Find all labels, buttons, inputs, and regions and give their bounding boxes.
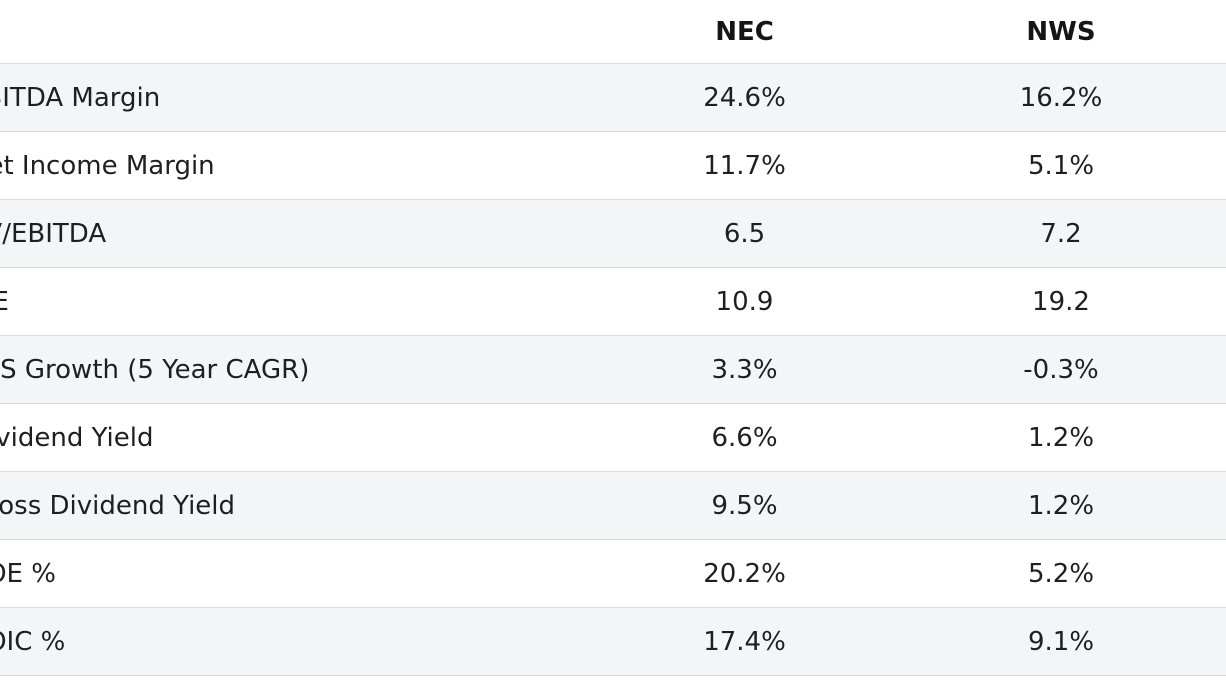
nws-value-cell: 19.2: [989, 267, 1226, 336]
table-row: Gross Dividend Yield 9.5% 1.2%: [0, 471, 1226, 540]
metric-label: ROIC %: [0, 607, 500, 676]
nws-column-header-cell: NWS: [989, 0, 1226, 64]
nws-value-cell: 5.2%: [989, 539, 1226, 608]
table-header-row: NEC NWS: [0, 0, 1226, 64]
nws-value: 1.2%: [1027, 422, 1095, 453]
nws-value: 5.1%: [1027, 150, 1095, 181]
nec-column-header: NEC: [500, 0, 989, 64]
nws-value: -0.3%: [1023, 354, 1099, 385]
metric-label: ROE %: [0, 539, 500, 608]
metric-label: Gross Dividend Yield: [0, 471, 500, 540]
nws-value-cell: -0.3%: [989, 335, 1226, 404]
nws-value: 9.1%: [1027, 626, 1095, 657]
nws-value-cell: 1.2%: [989, 471, 1226, 540]
nec-value: 3.3%: [500, 335, 989, 404]
nec-value: 11.7%: [500, 131, 989, 200]
nws-value: 1.2%: [1027, 490, 1095, 521]
metric-column-header: [0, 0, 500, 64]
nec-value: 9.5%: [500, 471, 989, 540]
nws-value-cell: 16.2%: [989, 63, 1226, 132]
nws-value-cell: 1.2%: [989, 403, 1226, 472]
comparison-table: NEC NWS EBITDA Margin 24.6% 16.2% Net In…: [0, 0, 1226, 676]
table-row: EPS Growth (5 Year CAGR) 3.3% -0.3%: [0, 335, 1226, 404]
nws-value: 16.2%: [1019, 82, 1103, 113]
table-row: ROE % 20.2% 5.2%: [0, 539, 1226, 608]
nws-value: 19.2: [1032, 286, 1090, 317]
nec-value: 24.6%: [500, 63, 989, 132]
nec-value: 20.2%: [500, 539, 989, 608]
nws-column-header: NWS: [1026, 17, 1096, 47]
metric-label: EBITDA Margin: [0, 63, 500, 132]
table-row: Net Income Margin 11.7% 5.1%: [0, 131, 1226, 200]
metric-label: EV/EBITDA: [0, 199, 500, 268]
nws-value-cell: 7.2: [989, 199, 1226, 268]
table-row: EBITDA Margin 24.6% 16.2%: [0, 63, 1226, 132]
nws-value-cell: 9.1%: [989, 607, 1226, 676]
metric-label: Net Income Margin: [0, 131, 500, 200]
nec-value: 10.9: [500, 267, 989, 336]
metric-label: P/E: [0, 267, 500, 336]
metric-label: Dividend Yield: [0, 403, 500, 472]
table-row: P/E 10.9 19.2: [0, 267, 1226, 336]
metric-label: EPS Growth (5 Year CAGR): [0, 335, 500, 404]
nec-value: 6.5: [500, 199, 989, 268]
table-row: EV/EBITDA 6.5 7.2: [0, 199, 1226, 268]
nec-value: 17.4%: [500, 607, 989, 676]
nws-value: 7.2: [1040, 218, 1082, 249]
nec-value: 6.6%: [500, 403, 989, 472]
nws-value-cell: 5.1%: [989, 131, 1226, 200]
table-row: Dividend Yield 6.6% 1.2%: [0, 403, 1226, 472]
table-row: ROIC % 17.4% 9.1%: [0, 607, 1226, 676]
nws-value: 5.2%: [1027, 558, 1095, 589]
